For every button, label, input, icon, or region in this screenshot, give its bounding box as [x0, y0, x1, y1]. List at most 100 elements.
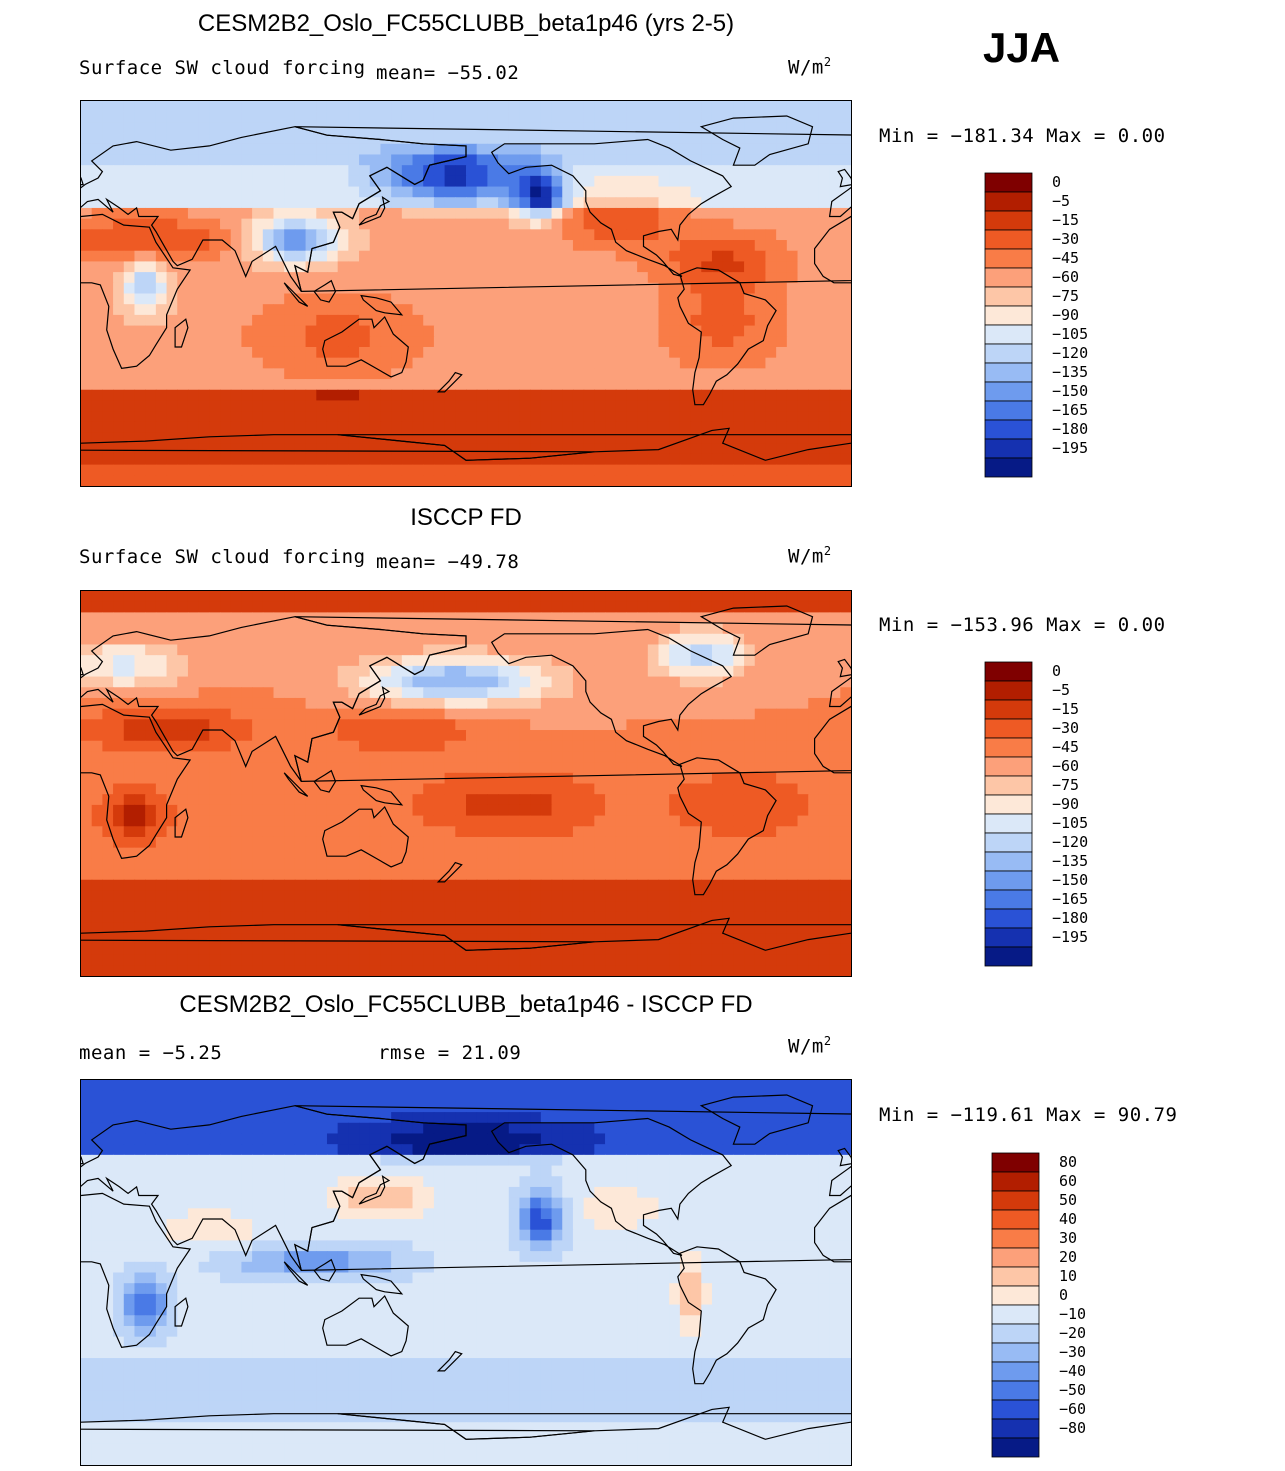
heatmap-cell — [391, 197, 403, 209]
heatmap-cell — [359, 175, 371, 188]
heatmap-cell — [433, 314, 446, 327]
panel-1-min-max: Min = −181.34 Max = 0.00 — [879, 125, 1166, 147]
heatmap-cell — [605, 879, 617, 892]
heatmap-cell — [466, 368, 478, 380]
heatmap-cell — [145, 368, 157, 380]
heatmap-cell — [177, 389, 189, 402]
heatmap-cell — [786, 655, 799, 667]
heatmap-cell — [808, 186, 820, 198]
heatmap-cell — [81, 836, 93, 849]
heatmap-cell — [562, 475, 574, 486]
heatmap-cell — [262, 475, 275, 486]
heatmap-cell — [711, 261, 724, 273]
heatmap-cell — [605, 655, 617, 667]
heatmap-cell — [209, 400, 221, 412]
heatmap-cell — [81, 207, 93, 220]
heatmap-cell — [637, 730, 649, 742]
colorbar-tick-label: −15 — [1052, 211, 1079, 229]
heatmap-cell — [829, 346, 841, 359]
heatmap-cell — [284, 207, 296, 220]
heatmap-cell — [615, 879, 628, 892]
heatmap-cell — [508, 368, 521, 380]
heatmap-cell — [776, 389, 788, 402]
heatmap-cell — [637, 858, 649, 870]
heatmap-cell — [530, 922, 542, 934]
heatmap-cell — [476, 411, 488, 423]
heatmap-cell — [262, 719, 275, 731]
heatmap-cell — [466, 665, 478, 678]
heatmap-cell — [669, 475, 681, 486]
heatmap-cell — [177, 250, 189, 263]
heatmap-cell — [754, 282, 767, 295]
heatmap-cell — [572, 421, 585, 434]
heatmap-cell — [230, 293, 243, 305]
heatmap-cell — [733, 847, 745, 859]
heatmap-cell — [733, 804, 745, 817]
heatmap-cell — [123, 475, 136, 486]
heatmap-cell — [722, 122, 734, 134]
heatmap-cell — [187, 933, 200, 945]
heatmap-cell — [262, 730, 275, 742]
heatmap-cell — [498, 368, 510, 380]
heatmap-cell — [786, 197, 799, 209]
heatmap-cell — [273, 730, 285, 742]
heatmap-cell — [273, 240, 285, 252]
heatmap-cell — [177, 304, 189, 316]
heatmap-cell — [209, 207, 221, 220]
heatmap-cell — [711, 772, 724, 785]
heatmap-cell — [744, 346, 756, 359]
heatmap-cell — [626, 111, 638, 123]
heatmap-cell — [198, 922, 210, 934]
heatmap-cell — [508, 901, 521, 913]
heatmap-cell — [744, 633, 756, 646]
heatmap-cell — [444, 687, 456, 699]
heatmap-cell — [369, 325, 382, 337]
heatmap-cell — [519, 676, 531, 688]
heatmap-cell — [262, 826, 275, 838]
heatmap-cell — [337, 443, 349, 455]
heatmap-cell — [476, 836, 488, 849]
heatmap-cell — [519, 783, 531, 795]
heatmap-cell — [134, 432, 146, 444]
heatmap-cell — [433, 665, 446, 678]
heatmap-cell — [540, 218, 553, 230]
heatmap-cell — [572, 357, 585, 369]
heatmap-cell — [818, 697, 831, 710]
heatmap-cell — [808, 175, 820, 188]
heatmap-cell — [498, 464, 510, 476]
heatmap-cell — [444, 879, 456, 892]
heatmap-cell — [637, 794, 649, 806]
heatmap-cell — [134, 336, 146, 348]
heatmap-cell — [145, 804, 157, 817]
heatmap-cell — [305, 165, 317, 177]
heatmap-cell — [177, 783, 189, 795]
heatmap-cell — [401, 911, 414, 924]
heatmap-cell — [348, 421, 360, 434]
heatmap-cell — [786, 325, 799, 337]
colorbar-swatch — [984, 248, 1033, 269]
heatmap-cell — [744, 197, 756, 209]
heatmap-cell — [348, 250, 360, 263]
heatmap-cell — [829, 218, 841, 230]
heatmap-cell — [166, 601, 178, 613]
heatmap-cell — [305, 922, 317, 934]
heatmap-cell — [198, 101, 210, 113]
heatmap-cell — [626, 623, 638, 635]
heatmap-cell — [284, 644, 296, 656]
heatmap-cell — [155, 336, 168, 348]
heatmap-cell — [316, 794, 328, 806]
heatmap-cell — [733, 740, 745, 753]
heatmap-cell — [658, 122, 670, 134]
heatmap-cell — [754, 421, 767, 434]
heatmap-cell — [284, 389, 296, 402]
heatmap-cell — [647, 421, 660, 434]
heatmap-cell — [540, 229, 553, 241]
heatmap-cell — [818, 186, 831, 198]
heatmap-cell — [391, 655, 403, 667]
heatmap-cell — [615, 772, 628, 785]
heatmap-cell — [690, 325, 702, 337]
heatmap-cell — [262, 783, 275, 795]
heatmap-cell — [359, 794, 371, 806]
heatmap-cell — [754, 591, 767, 603]
heatmap-cell — [316, 389, 328, 402]
